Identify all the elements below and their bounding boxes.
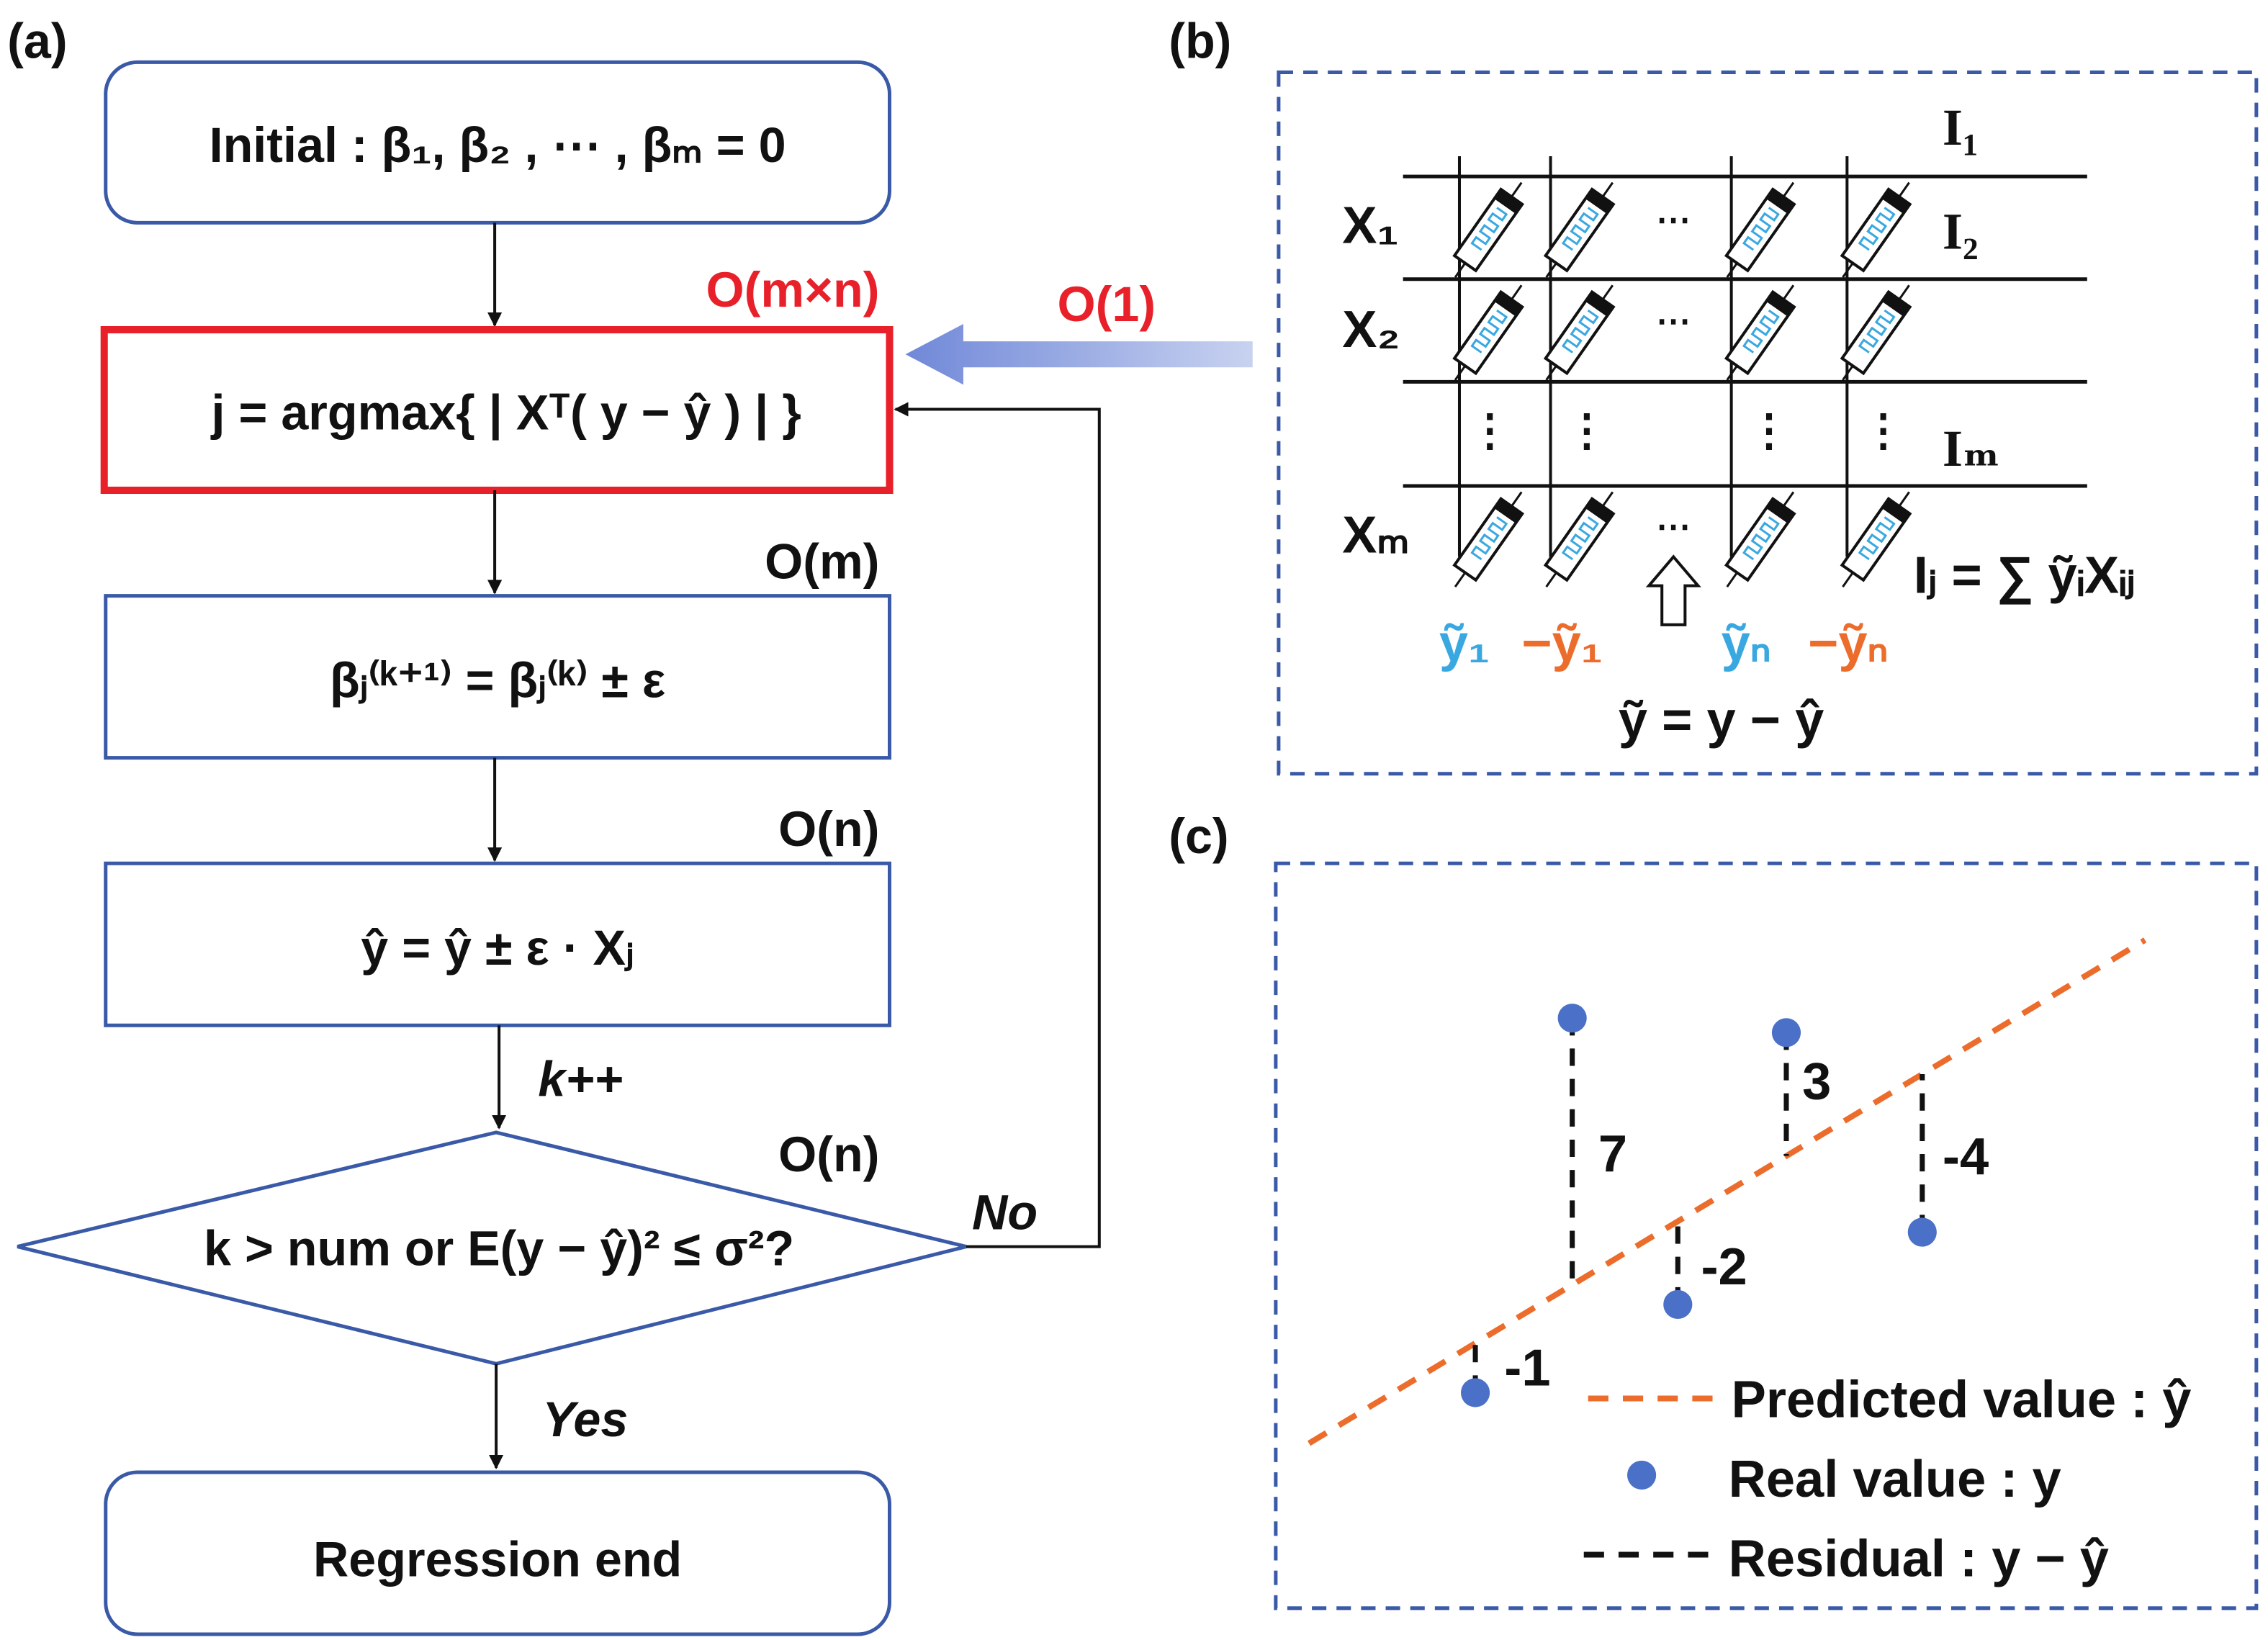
init-text: Initial : β₁, β₂ , ⋯ , βₘ = 0 [210, 118, 786, 173]
input-yn: ỹₙ [1722, 615, 1771, 672]
current-i1: I₁ [1943, 99, 1979, 156]
real-value-point [1663, 1289, 1693, 1320]
panel-b-crossbar: (b) X₁ X₂ Xₘ I₁ I₂ Iₘ ⋯ ⋯ ⋯ ⋮ ⋮ ⋮ ⋮ ỹ₁ −… [1169, 14, 2259, 776]
residual-value-label: 7 [1598, 1125, 1627, 1183]
argmax-box [100, 325, 894, 495]
memristor-cell-icon [1724, 284, 1796, 381]
cost-yhat: O(n) [778, 802, 879, 857]
legend-predicted: Predicted value : ŷ [1732, 1371, 2192, 1429]
memristor-cell-icon [1452, 284, 1525, 381]
memristor-cell-icon [1543, 284, 1616, 381]
panel-a-label: (a) [7, 14, 67, 68]
argmax-text: j = argmax{ | Xᵀ( y − ŷ ) | } [210, 386, 801, 441]
yes-label: Yes [542, 1392, 628, 1447]
memristor-cell-icon [1724, 491, 1796, 587]
vdots-col4: ⋮ [1861, 406, 1904, 455]
input-y1: ỹ₁ [1439, 615, 1490, 672]
ellipsis-row2: ⋯ [1656, 302, 1691, 341]
beta-update-box [104, 594, 892, 760]
data-points: -1 7 -2 3 -4 [1460, 1004, 1989, 1407]
increment-label: k++ [538, 1053, 623, 1107]
panel-b-frame [1277, 70, 2259, 776]
residual-value-label: -4 [1943, 1128, 1989, 1186]
row-label-x2: X₂ [1342, 301, 1400, 359]
memristor-cell-icon [1543, 491, 1616, 587]
end-text: Regression end [313, 1533, 682, 1587]
row-label-x1: X₁ [1342, 197, 1398, 254]
memristor-cell-icon [1452, 491, 1525, 587]
cost-argmax: O(m×n) [706, 263, 880, 317]
cost-crossbar: O(1) [1058, 277, 1156, 332]
real-value-point [1460, 1378, 1490, 1407]
row-label-xm: Xₘ [1342, 506, 1409, 564]
residual-definition: ỹ = y − ŷ [1619, 691, 1824, 749]
memristor-cell-icon [1840, 491, 1912, 587]
panel-c-label: (c) [1169, 809, 1228, 864]
memristor-cell-icon [1543, 181, 1616, 279]
legend-real-swatch [1627, 1460, 1657, 1490]
yhat-update-box [104, 861, 892, 1027]
legend-residual: Residual : y − ŷ [1729, 1531, 2109, 1588]
real-value-point [1557, 1004, 1587, 1033]
real-value-point [1771, 1018, 1801, 1047]
vdots-col3: ⋮ [1747, 406, 1791, 455]
current-im: Iₘ [1943, 420, 2001, 477]
crossbar-grid [1403, 156, 2087, 587]
real-value-point [1907, 1217, 1937, 1247]
yhat-update-text: ŷ = ŷ ± ε · Xⱼ [361, 921, 634, 976]
no-label: No [972, 1185, 1038, 1240]
legend-real: Real value : y [1729, 1451, 2061, 1508]
ellipsis-rowm: ⋯ [1656, 507, 1691, 546]
memristor-cell-icon [1724, 181, 1796, 279]
init-box [104, 60, 892, 225]
vdots-col1: ⋮ [1468, 406, 1511, 455]
memristor-cell-icon [1840, 284, 1912, 381]
cost-beta: O(m) [765, 535, 879, 590]
loop-back-arrow [894, 402, 1101, 1248]
current-i2: I₂ [1943, 203, 1979, 261]
panel-c-frame [1274, 861, 2259, 1610]
residual-value-label: 3 [1802, 1053, 1831, 1111]
beta-update-text: βⱼ⁽ᵏ⁺¹⁾ = βⱼ⁽ᵏ⁾ ± ε [330, 653, 665, 708]
panel-b-label: (b) [1169, 14, 1231, 68]
memristor-cell-icon [1452, 181, 1525, 279]
crossbar-to-argmax-arrow [905, 323, 1253, 385]
prediction-line [1307, 937, 2147, 1446]
ellipsis-row1: ⋯ [1656, 200, 1691, 239]
input-up-arrow-icon [1645, 554, 1701, 626]
current-equation: Iⱼ = ∑ ỹᵢXᵢⱼ [1914, 547, 2136, 605]
condition-text: k > num or E(y − ŷ)² ≤ σ²? [204, 1222, 794, 1276]
vdots-col2: ⋮ [1565, 406, 1608, 455]
residual-value-label: -2 [1701, 1238, 1747, 1296]
panel-a-flowchart: (a) Initial : β₁, β₂ , ⋯ , βₘ = 0 O(m×n)… [7, 14, 1253, 1636]
residual-value-label: -1 [1504, 1339, 1550, 1397]
input-neg-yn: −ỹₙ [1808, 615, 1888, 672]
end-box [104, 1470, 892, 1636]
memristor-cell-icon [1840, 181, 1912, 279]
input-neg-y1: −ỹ₁ [1521, 615, 1602, 672]
panel-c-regression: (c) -1 7 -2 3 -4 Predicted value : ŷ Real va… [1169, 809, 2259, 1610]
cost-condition: O(n) [778, 1127, 879, 1182]
